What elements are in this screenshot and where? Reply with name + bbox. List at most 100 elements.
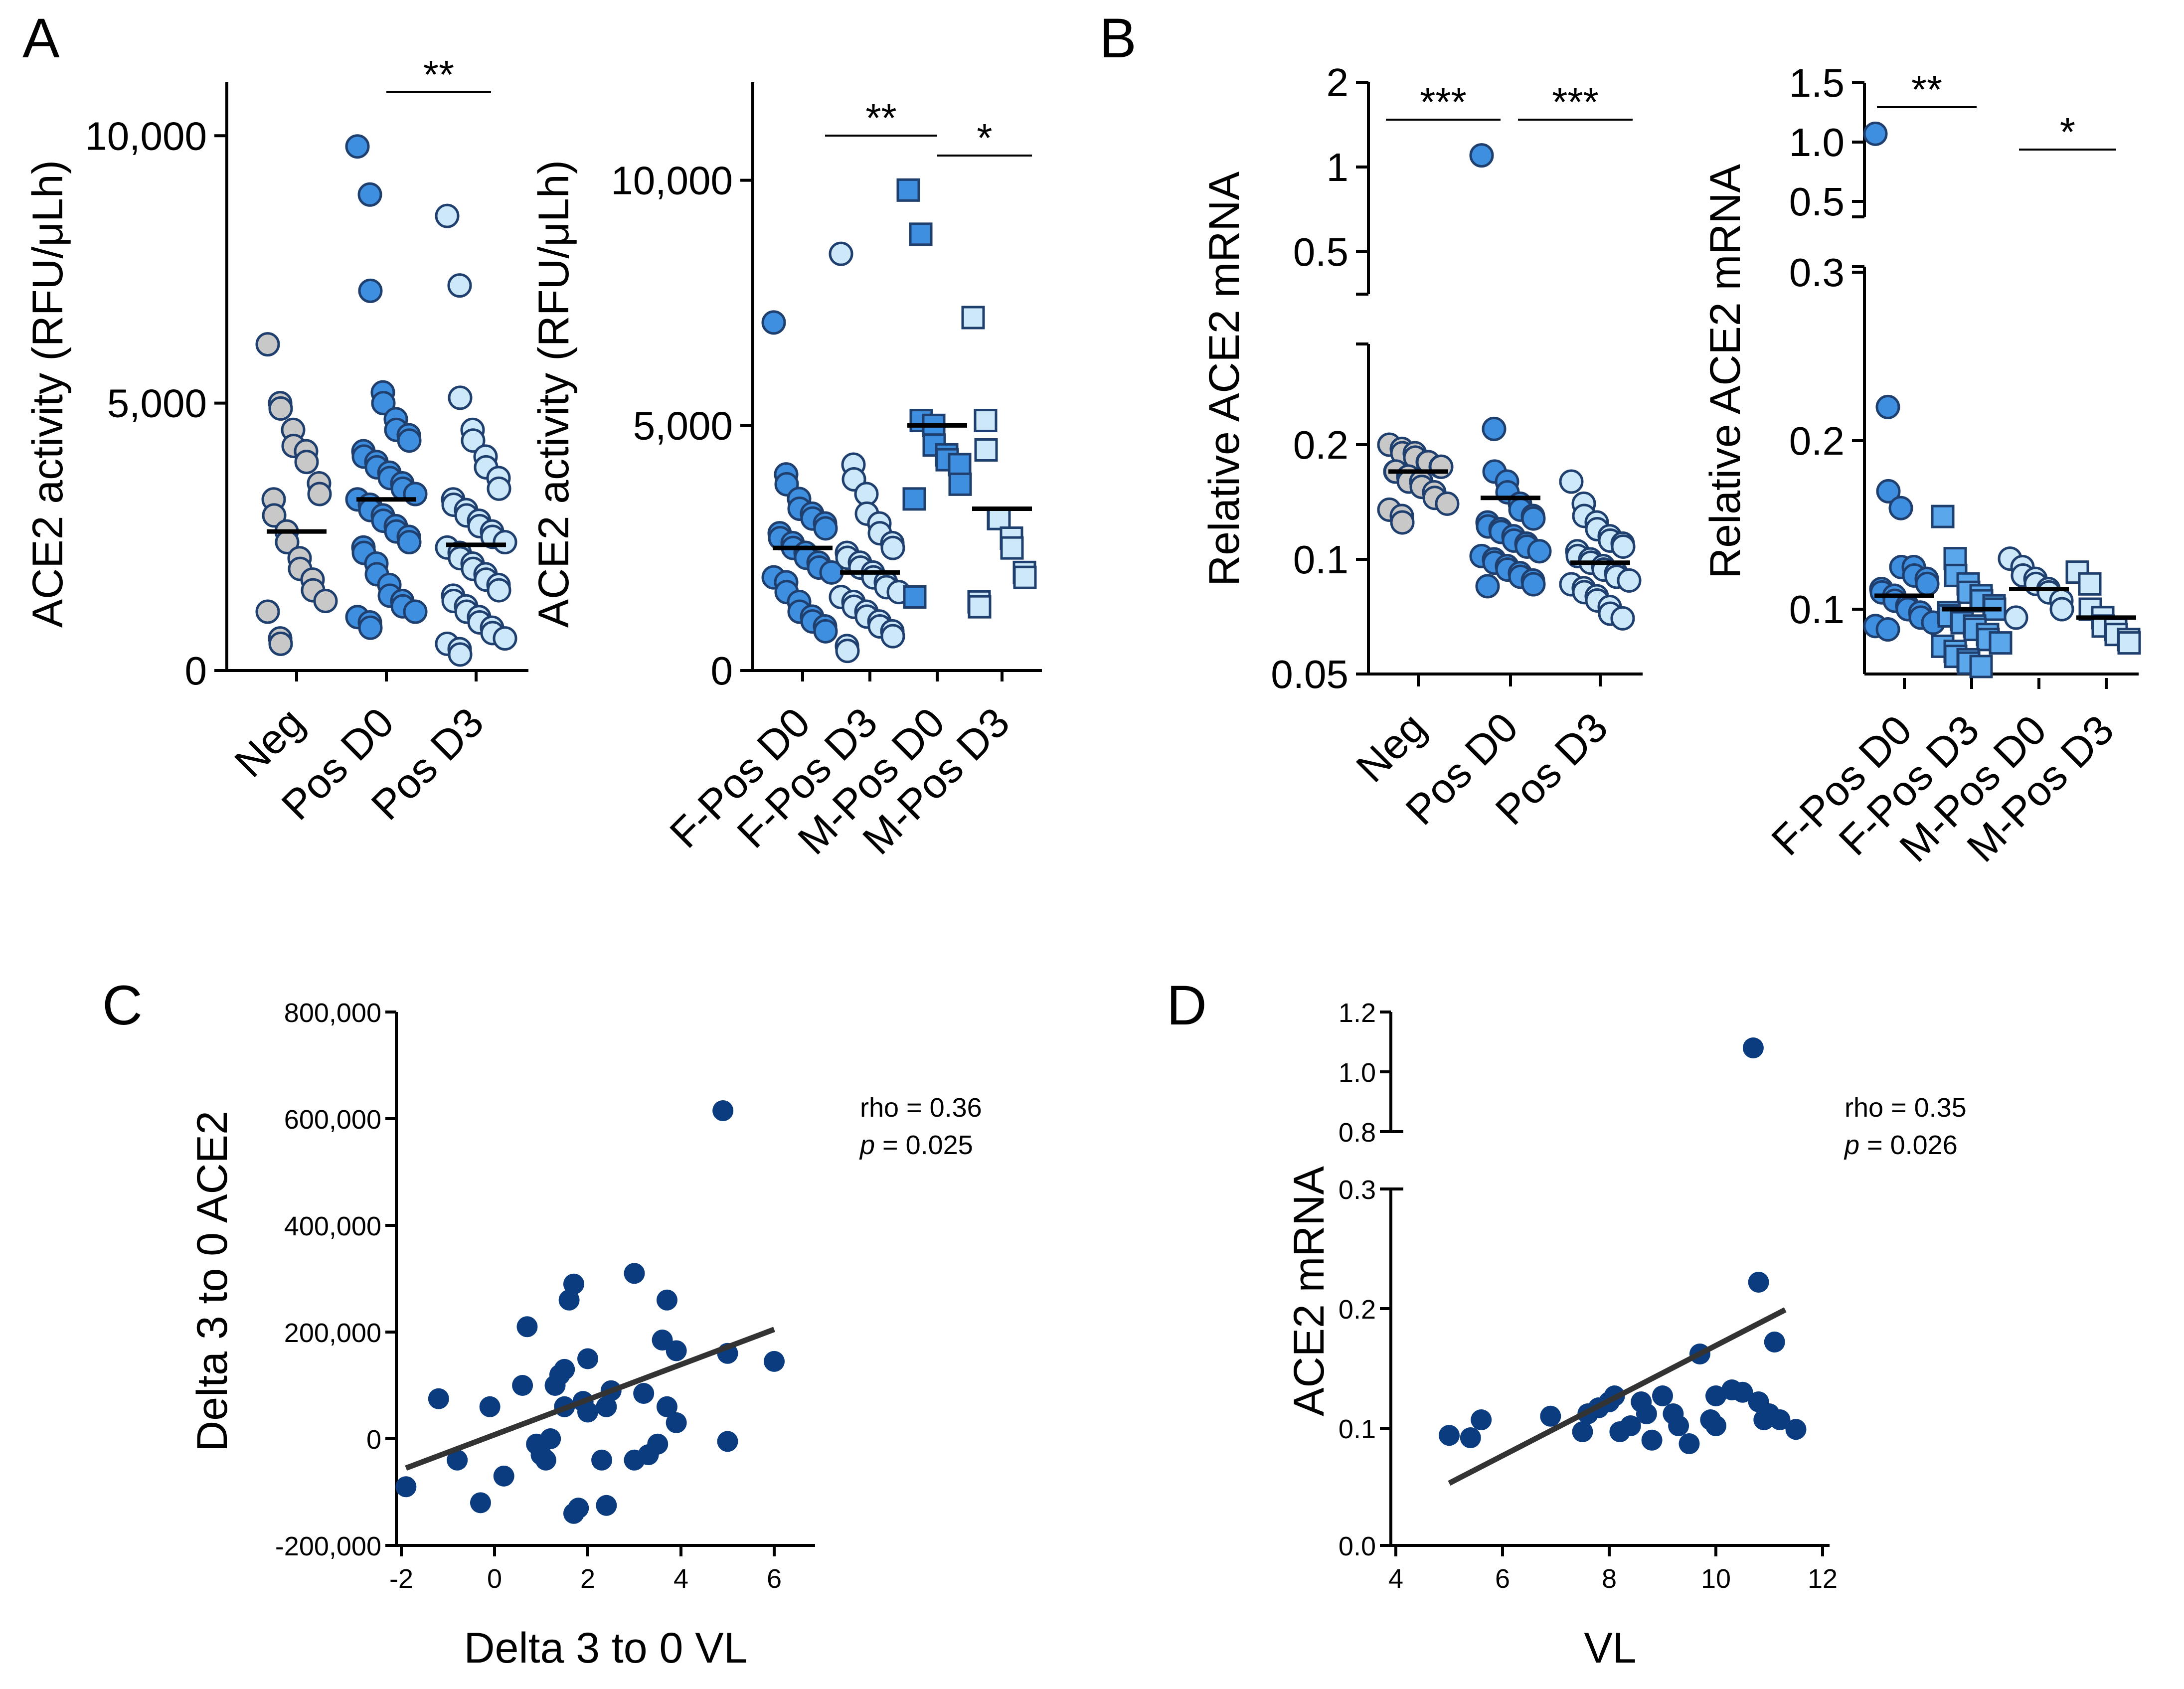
a2-point-m-pos-d3 [987,507,1011,530]
b2-point-m-pos-d3 [2078,572,2102,596]
c-scatter-point [577,1401,598,1423]
panel-label-a: A [22,7,60,69]
d-scatter-point [1705,1385,1726,1406]
b1-point-pos-d0 [1521,572,1546,597]
b1-point-pos-d3 [1559,469,1584,494]
d-x-tick-label: 6 [1495,1564,1510,1594]
c-scatter-point [717,1431,738,1452]
d-y-tick-label: 0.2 [1339,1295,1376,1325]
d-scatter-point [1705,1415,1726,1436]
panel-label-b: B [1099,7,1137,69]
a2-point-f-pos-d0 [813,516,838,541]
a1-point-neg [307,482,332,507]
p-value-label-d: p = 0.026 [1844,1130,1958,1160]
a1-point-pos-d3 [448,385,473,410]
a2-point-m-pos-d0 [948,472,972,496]
c-scatter-point [712,1100,734,1121]
d-scatter-point [1732,1381,1753,1403]
a2-point-f-pos-d3 [829,241,853,266]
b1-point-neg [1429,454,1454,479]
c-scatter-point [591,1449,613,1471]
c-scatter-point [470,1492,491,1514]
c-x-tick-label: 4 [673,1564,688,1594]
d-y-tick-label: 0.0 [1339,1531,1376,1561]
a1-point-pos-d3 [487,578,511,603]
d-y-tick-label: 0.3 [1339,1175,1376,1205]
d-scatter-point [1572,1421,1593,1442]
b2-point-m-pos-d0 [2004,605,2028,630]
d-y-axis-label: ACE2 mRNA [1285,1166,1333,1416]
b1-sig-neg-posd0-stars: *** [1420,80,1466,124]
c-y-tick-label: -200,000 [275,1531,381,1561]
d-x-tick-label: 12 [1808,1564,1838,1594]
d-scatter-point [1764,1332,1785,1352]
a1-y-tick-label: 0 [185,649,207,693]
c-scatter-point [596,1495,617,1516]
d-x-tick-label: 8 [1602,1564,1617,1594]
c-scatter-point [428,1388,449,1409]
b2-point-f-pos-d3 [1969,655,1993,678]
a2-point-m-pos-d0 [909,222,933,246]
b2-y-axis-label: Relative ACE2 mRNA [1701,164,1749,579]
a2-y-tick-label: 0 [711,649,733,693]
a2-point-f-pos-d3 [880,535,905,560]
a1-point-neg [262,503,287,528]
c-scatter-point [493,1465,514,1487]
b2-point-f-pos-d0 [1875,617,1900,642]
c-scatter-point [479,1396,501,1417]
a1-point-pos-d3 [447,273,472,298]
b2-point-m-pos-d3 [2117,631,2141,655]
b1-y-tick-label: 0.5 [1293,230,1348,274]
a1-point-neg [294,450,319,475]
a1-point-pos-d3 [435,203,460,228]
b2-y-tick-label: 0.1 [1789,587,1845,632]
c-scatter-point [666,1412,687,1433]
c-y-tick-label: 200,000 [284,1318,381,1348]
d-scatter-point [1641,1429,1663,1451]
a2-point-f-pos-d3 [880,624,905,649]
c-regression-line [405,1327,775,1471]
a2-point-f-pos-d0 [761,310,786,335]
d-scatter-point [1439,1425,1460,1446]
a1-point-neg [255,599,280,624]
c-scatter-point [624,1263,645,1284]
b1-point-neg [1390,510,1415,535]
c-y-tick-label: 400,000 [284,1211,381,1241]
b1-point-pos-d0 [1469,143,1494,168]
a2-point-m-pos-d3 [1000,536,1024,560]
c-y-tick-label: 0 [366,1425,381,1455]
c-scatter-point [558,1289,580,1311]
c-scatter-point [554,1358,575,1380]
c-scatter-point [395,1476,417,1498]
a1-point-pos-d0 [345,134,370,159]
b2-y-tick-label: 0.2 [1789,419,1845,463]
c-scatter-point [666,1340,687,1361]
b2-point-f-pos-d0 [1876,479,1901,504]
b1-point-pos-d0 [1475,574,1500,599]
a1-y-axis-label: ACE2 activity (RFU/μLh) [24,160,72,628]
c-scatter-point [647,1433,669,1455]
c-y-tick-label: 800,000 [284,998,381,1028]
d-x-axis-label: VL [1584,1624,1636,1672]
a2-sig-fposd3-mposd0-stars: ** [865,96,896,140]
a1-point-pos-d0 [403,599,428,624]
b2-point-f-pos-d0 [1915,571,1940,596]
c-y-tick-label: 600,000 [284,1105,381,1135]
d-regression-line [1448,1307,1787,1486]
a1-point-pos-d3 [493,626,517,651]
b1-point-pos-d3 [1617,568,1642,593]
b1-point-pos-d0 [1482,416,1507,441]
a2-point-m-pos-d0 [902,487,926,511]
b1-point-pos-d0 [1527,539,1552,564]
a1-y-tick-label: 5,000 [107,381,207,426]
a2-point-m-pos-d3 [968,595,992,619]
d-x-tick-label: 4 [1388,1564,1403,1594]
rho-label-c: rho = 0.36 [860,1093,982,1123]
b1-y-tick-label: 0.2 [1293,423,1348,467]
d-scatter-point [1668,1415,1689,1436]
c-x-tick-label: 2 [580,1564,595,1594]
b1-point-pos-d3 [1611,534,1636,559]
a2-y-tick-label: 5,000 [633,403,733,448]
b1-y-tick-label: 0.05 [1271,652,1348,696]
